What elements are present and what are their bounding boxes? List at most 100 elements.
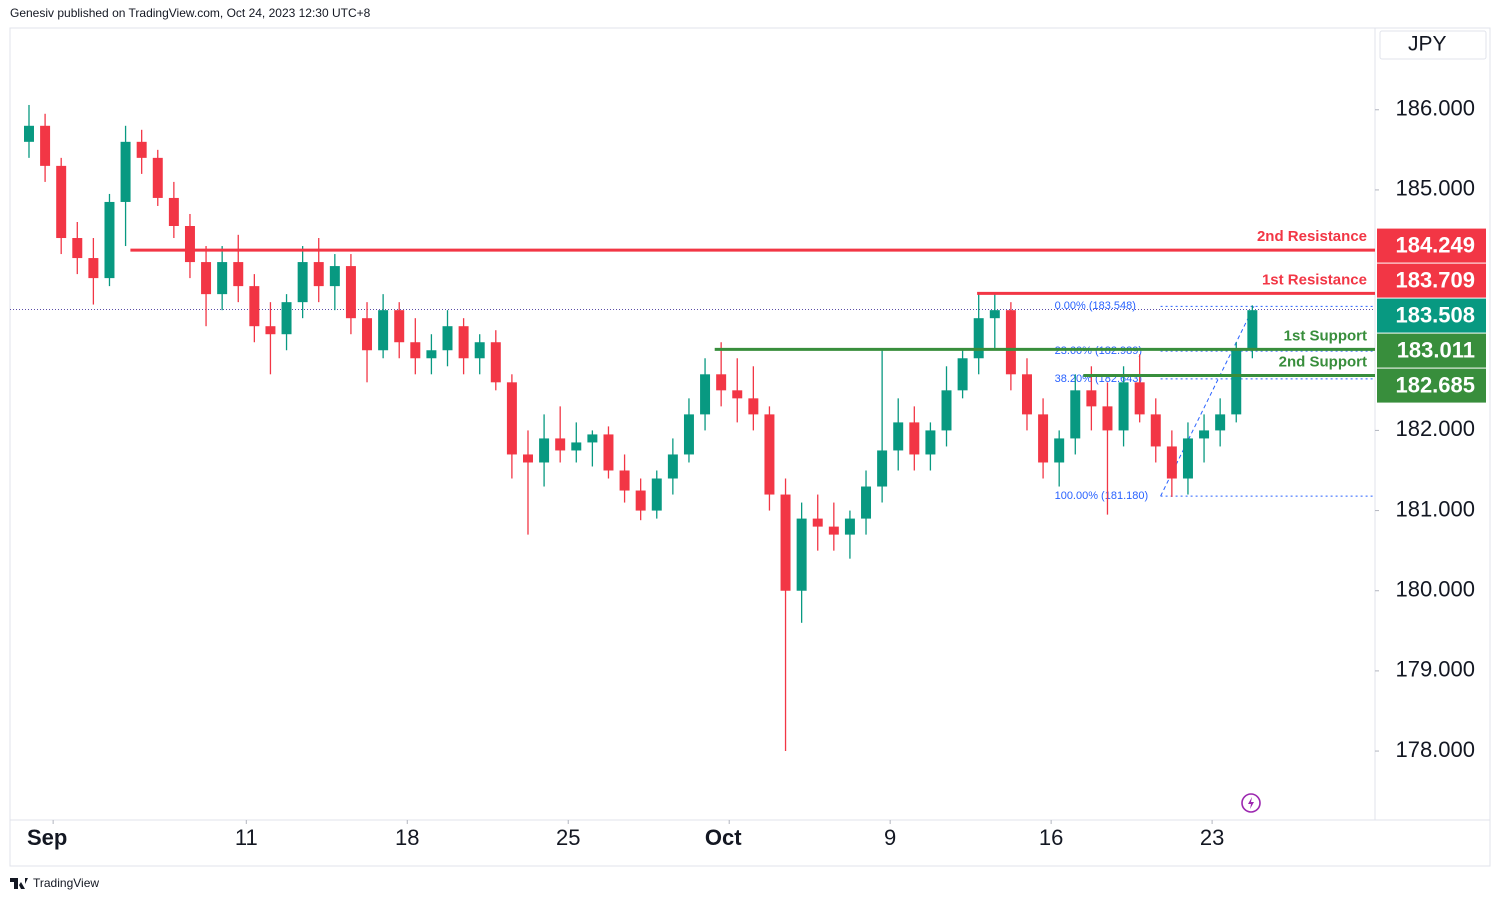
candle-body: [523, 454, 533, 463]
candle-body: [1231, 350, 1242, 415]
level-name: 1st Resistance: [1262, 271, 1367, 288]
tv-logo: [10, 878, 28, 889]
currency: JPY: [1408, 33, 1447, 56]
candle-body: [1038, 414, 1049, 463]
currency-box[interactable]: [1379, 30, 1487, 60]
candle-body: [442, 326, 453, 351]
candle-body: [780, 494, 791, 591]
candle-body: [490, 342, 501, 383]
candle-body: [104, 201, 115, 279]
candle-body: [1150, 414, 1161, 447]
candle-body: [1199, 430, 1210, 439]
candle-body: [426, 350, 437, 359]
candle-body: [1054, 438, 1065, 463]
x-tick-label: 18: [395, 825, 419, 850]
candle-body: [265, 326, 276, 335]
candle-body: [313, 262, 324, 287]
header: Genesiv published on TradingView.com, Oc…: [10, 6, 371, 20]
y-tick-label: 180.000: [1395, 577, 1475, 602]
level-name: 1st Support: [1284, 327, 1367, 344]
candle-body: [474, 342, 485, 359]
candle-body: [667, 454, 678, 479]
plot-area: 0.00% (183.548)23.60% (182.989)38.20% (1…: [10, 104, 1375, 752]
x-tick-label: 25: [556, 825, 580, 850]
candle-body: [458, 326, 469, 359]
candle-body: [957, 358, 968, 391]
candle-body: [297, 262, 308, 303]
y-tick-label: 185.000: [1395, 176, 1475, 201]
candle-body: [362, 318, 373, 351]
candle-body: [861, 486, 872, 519]
candle-body: [635, 490, 646, 511]
candle-body: [1134, 382, 1145, 415]
candle-body: [651, 478, 662, 511]
candle-body: [812, 518, 823, 527]
candle-body: [152, 157, 163, 198]
candle-body: [217, 262, 228, 295]
candle-body: [40, 125, 51, 166]
candle-body: [925, 430, 936, 455]
candle-body: [72, 238, 83, 259]
y-tick-label: 179.000: [1395, 657, 1475, 682]
candle-body: [989, 310, 1000, 319]
candle-body: [748, 398, 759, 415]
x-tick-label: 11: [235, 825, 258, 850]
candle-body: [88, 258, 99, 279]
fib-label: 23.60% (182.989): [1055, 345, 1142, 357]
candle-body: [909, 422, 920, 455]
candle-body: [539, 438, 550, 463]
candle-body: [1182, 438, 1193, 479]
candle-body: [571, 442, 582, 451]
candle-body: [1086, 390, 1097, 407]
candle-body: [1247, 310, 1258, 351]
candle-body: [619, 470, 630, 491]
level-name: 2nd Resistance: [1257, 228, 1367, 245]
alert-icon[interactable]: [1241, 793, 1261, 813]
candle-body: [764, 414, 775, 495]
candle-body: [1005, 310, 1016, 375]
candle-body: [1070, 390, 1081, 439]
candle-body: [603, 434, 614, 471]
candle-body: [877, 450, 888, 487]
price-label: 183.709: [1395, 267, 1475, 292]
candle-body: [1021, 374, 1032, 415]
candle-body: [1166, 446, 1177, 479]
candle-body: [1118, 382, 1129, 431]
x-tick-label: 16: [1039, 825, 1063, 850]
candle-body: [555, 438, 566, 451]
candle-body: [796, 518, 807, 591]
candle-body: [410, 342, 421, 359]
price-label-box: [1377, 368, 1486, 403]
candle-body: [136, 141, 147, 158]
price-label-box: [1377, 228, 1486, 263]
y-tick-label: 181.000: [1395, 496, 1475, 521]
price-label: 184.249: [1395, 232, 1475, 257]
candle-body: [233, 262, 244, 287]
candle-body: [732, 390, 743, 399]
candle-body: [168, 197, 179, 226]
price-label: 183.011: [1397, 337, 1475, 362]
y-tick-label: 182.000: [1395, 416, 1475, 441]
candle-body: [587, 434, 598, 443]
level-name: 2nd Support: [1279, 353, 1367, 370]
frame: [9, 27, 1491, 867]
y-tick-label: 186.000: [1395, 96, 1475, 121]
candle-body: [120, 141, 131, 202]
candle-body: [329, 266, 340, 287]
candle-body: [973, 318, 984, 359]
y-tick-label: 178.000: [1395, 737, 1475, 762]
x-tick-label: Oct: [705, 825, 742, 850]
candle-body: [345, 266, 356, 319]
candle-body: [893, 422, 904, 451]
x-tick-label: Sep: [27, 825, 67, 850]
candle-body: [716, 374, 727, 391]
x-tick-label: 23: [1200, 825, 1224, 850]
candle-body: [828, 526, 839, 535]
candle-body: [1102, 406, 1113, 431]
candle-body: [1215, 414, 1226, 431]
candle-body: [56, 165, 67, 239]
price-label-box: [1377, 298, 1486, 333]
candle-body: [184, 226, 195, 263]
candle-body: [201, 262, 212, 295]
candle-body: [844, 518, 855, 535]
